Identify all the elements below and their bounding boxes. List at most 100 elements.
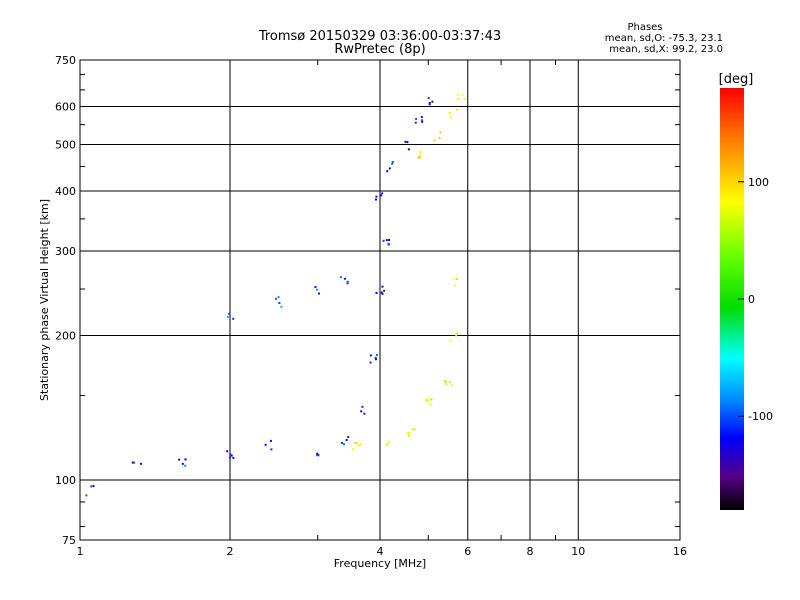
scatter-point <box>406 141 409 144</box>
colorbar-tick-label: 0 <box>748 293 755 306</box>
scatter-point <box>131 461 134 464</box>
scatter-point <box>347 436 350 439</box>
y-tick-label: 300 <box>55 245 76 258</box>
scatter-point <box>181 462 184 465</box>
scatter-point <box>361 405 364 408</box>
scatter-point <box>431 100 434 103</box>
scatter-point <box>387 440 390 443</box>
x-tick-label: 1 <box>77 545 84 558</box>
scatter-point <box>178 458 181 461</box>
scatter-point <box>346 280 349 283</box>
scatter-point <box>354 442 357 445</box>
scatter-point <box>426 400 429 403</box>
scatter-point <box>229 453 232 456</box>
y-tick-label: 200 <box>55 330 76 343</box>
colorbar-tick-label: -100 <box>748 410 773 423</box>
x-tick-label: 4 <box>377 545 384 558</box>
scatter-point <box>375 358 378 361</box>
scatter-point <box>230 454 233 457</box>
y-axis-label: Stationary phase Virtual Height [km] <box>38 199 51 401</box>
chart-subtitle: RwPretec (8p) <box>334 42 425 57</box>
scatter-point <box>275 297 278 300</box>
plot-area: 1 2 4 6 8 10 16 75 100 200 300 400 500 600 750 <box>55 54 687 558</box>
phases-line-o: mean, sd,O: -75.3, 23.1 <box>605 33 723 44</box>
x-tick-label: 16 <box>673 545 687 558</box>
scatter-point <box>317 454 320 457</box>
scatter-point <box>369 361 372 364</box>
scatter-point <box>453 284 456 287</box>
scatter-point <box>369 354 372 357</box>
scatter-point <box>419 150 422 153</box>
scatter-point <box>184 464 187 467</box>
scatter-point <box>387 242 390 245</box>
scatter-point <box>381 285 384 288</box>
x-axis-label: Frequency [MHz] <box>334 557 426 570</box>
scatter-point <box>419 153 422 156</box>
scatter-point <box>455 277 458 280</box>
scatter-point <box>438 137 441 140</box>
y-tick-label: 600 <box>55 101 76 114</box>
scatter-point <box>226 315 229 318</box>
scatter-point <box>381 192 384 195</box>
scatter-point <box>391 162 394 165</box>
scatter-point <box>139 462 142 465</box>
scatter-point <box>228 456 231 459</box>
scatter-point <box>451 384 454 387</box>
colorbar-tick-label: 100 <box>748 176 769 189</box>
scatter-point <box>391 160 394 163</box>
scatter-point <box>339 276 342 279</box>
scatter-point <box>85 494 88 497</box>
colorbar-ticks: 100 0 -100 <box>738 176 773 423</box>
x-tick-label: 6 <box>464 545 471 558</box>
scatter-point <box>448 380 451 383</box>
scatter-point <box>380 194 383 197</box>
scatter-point <box>449 112 452 115</box>
chart-title: Tromsø 20150329 03:36:00-03:37:43 <box>258 29 501 44</box>
scatter-point <box>425 399 428 402</box>
scatter-point <box>315 288 318 291</box>
scatter-point <box>280 305 283 308</box>
scatter-point <box>419 156 422 159</box>
scatter-point <box>269 439 272 442</box>
scatter-point <box>383 289 386 292</box>
scatter-point <box>461 93 464 96</box>
scatter-point <box>316 452 319 455</box>
scatter-point <box>429 403 432 406</box>
scatter-point <box>388 167 391 170</box>
scatter-point <box>184 458 187 461</box>
scatter-point <box>133 461 136 464</box>
scatter-point <box>456 94 459 97</box>
scatter-point <box>345 439 348 442</box>
scatter-point <box>381 292 384 295</box>
scatter-point <box>456 108 459 111</box>
scatter-point <box>445 383 448 386</box>
scatter-point <box>428 102 431 105</box>
scatter-point <box>232 317 235 320</box>
scatter-point <box>427 96 430 99</box>
scatter-point <box>228 312 231 315</box>
scatter-point <box>375 198 378 201</box>
scatter-point <box>346 282 349 285</box>
y-tick-label: 75 <box>62 534 76 547</box>
scatter-point <box>357 444 360 447</box>
scatter-point <box>404 140 407 143</box>
scatter-point <box>375 291 378 294</box>
scatter-point <box>314 285 317 288</box>
y-tick-label: 100 <box>55 474 76 487</box>
scatter-point <box>452 277 455 280</box>
data-points <box>85 93 466 497</box>
y-tick-label: 500 <box>55 139 76 152</box>
scatter-point <box>457 97 460 100</box>
scatter-point <box>342 443 345 446</box>
scatter-point <box>374 356 377 359</box>
scatter-point <box>382 239 385 242</box>
scatter-point <box>360 410 363 413</box>
scatter-point <box>421 120 424 123</box>
scatter-point <box>277 296 280 299</box>
scatter-point <box>450 116 453 119</box>
scatter-point <box>449 339 452 342</box>
scatter-point <box>430 398 433 401</box>
scatter-point <box>433 139 436 142</box>
scatter-point <box>375 195 378 198</box>
